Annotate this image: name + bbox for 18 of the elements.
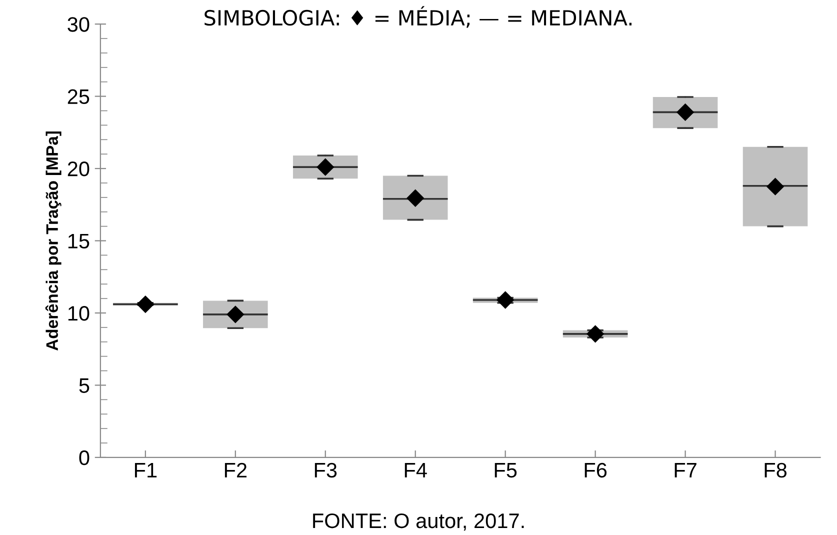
x-tick-label: F2 [224, 462, 247, 478]
y-tick-label: 10 [68, 306, 90, 321]
y-tick-label: 5 [79, 378, 90, 393]
x-tick-label: F8 [764, 462, 787, 478]
x-tick-label: F3 [314, 462, 337, 478]
source-note: FONTE: O autor, 2017. [313, 513, 524, 531]
y-tick-label: 0 [79, 450, 90, 466]
x-tick-label: F4 [404, 463, 427, 478]
y-tick-label: 15 [68, 234, 90, 249]
x-tick-label: F1 [134, 463, 157, 478]
chart-title: SIMBOLOGIA: ♦ = MÉDIA; — = MEDIANA. [204, 6, 632, 28]
x-tick-label: F7 [674, 463, 696, 478]
y-tick-label: 30 [68, 17, 90, 32]
x-tick-label: F6 [584, 462, 607, 478]
x-tick-label: F5 [494, 463, 517, 478]
y-tick-label: 25 [68, 89, 90, 104]
y-axis-title: Aderência por Tração [MPa] [45, 131, 62, 351]
y-tick-label: 20 [68, 162, 90, 176]
